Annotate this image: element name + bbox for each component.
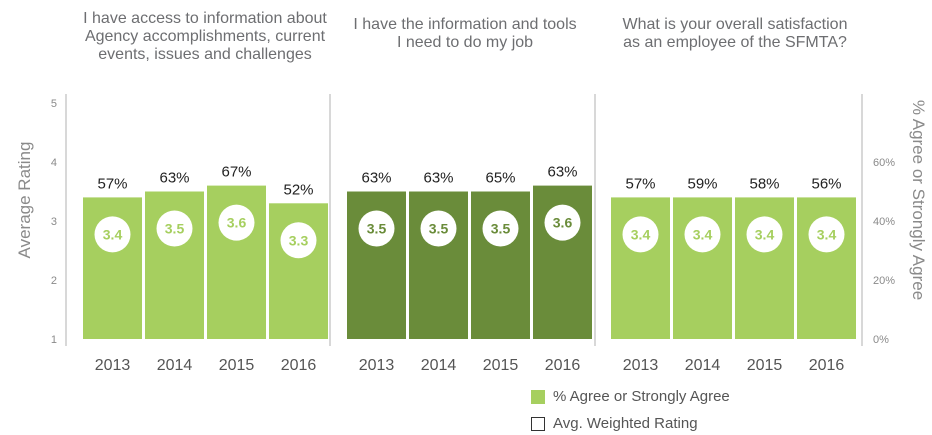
rating-label: 3.5 [491,221,511,237]
percent-label: 52% [283,181,313,198]
left-axis-tick: 1 [51,334,57,346]
x-tick-label: 2014 [421,357,457,374]
x-tick-label: 2013 [623,357,659,374]
rating-circle [94,216,131,253]
right-axis-label: % Agree or Strongly Agree [909,100,928,300]
rating-circle [280,222,317,259]
panel-3-title: What is your overall satisfaction as an … [622,16,848,51]
percent-label: 63% [423,170,453,187]
percent-label: 63% [361,170,391,187]
right-axis-tick: 60% [873,157,895,169]
left-axis-tick: 3 [51,216,57,228]
x-tick-label: 2016 [545,357,581,374]
x-tick-label: 2015 [747,357,783,374]
panel-1-title: I have access to information about Agenc… [83,10,327,63]
rating-label: 3.4 [755,226,775,242]
percent-label: 56% [811,175,841,192]
legend-label-agree: % Agree or Strongly Agree [553,388,730,405]
rating-label: 3.5 [165,221,185,237]
right-axis-tick: 20% [873,275,895,287]
panel-2-title: I have the information and tools I need … [353,16,577,51]
x-tick-label: 2013 [359,357,395,374]
rating-circle [684,216,721,253]
legend-label-rating: Avg. Weighted Rating [553,415,698,432]
x-tick-label: 2014 [157,357,193,374]
rating-circle [358,210,395,247]
rating-circle [420,210,457,247]
legend-swatch-agree [531,389,545,404]
x-tick-label: 2014 [685,357,721,374]
rating-label: 3.3 [289,232,309,248]
x-tick-label: 2015 [483,357,519,374]
legend-swatch-rating [531,416,545,431]
rating-label: 3.4 [817,226,837,242]
percent-label: 67% [221,164,251,181]
x-tick-label: 2016 [809,357,845,374]
rating-label: 3.6 [227,215,247,231]
rating-label: 3.6 [553,215,573,231]
left-axis-tick: 2 [51,275,57,287]
x-tick-label: 2016 [281,357,317,374]
rating-circle [482,210,519,247]
percent-label: 57% [625,175,655,192]
rating-label: 3.5 [367,221,387,237]
right-axis-tick: 40% [873,216,895,228]
rating-circle [544,204,581,241]
percent-label: 57% [97,175,127,192]
rating-circle [622,216,659,253]
rating-label: 3.4 [631,226,651,242]
rating-circle [746,216,783,253]
rating-circle [808,216,845,253]
rating-label: 3.5 [429,221,449,237]
rating-label: 3.4 [693,226,713,242]
rating-circle [218,204,255,241]
legend-item-agree: % Agree or Strongly Agree [531,388,730,405]
x-tick-label: 2013 [95,357,131,374]
right-axis-tick: 0% [873,334,889,346]
percent-label: 63% [159,170,189,187]
percent-label: 59% [687,175,717,192]
left-axis-tick: 4 [51,157,57,169]
percent-label: 65% [485,170,515,187]
x-tick-label: 2015 [219,357,255,374]
left-axis-label: Average Rating [15,142,34,259]
left-axis-tick: 5 [51,98,57,110]
rating-circle [156,210,193,247]
percent-label: 63% [547,164,577,181]
legend-item-rating: Avg. Weighted Rating [531,415,698,432]
rating-label: 3.4 [103,226,123,242]
percent-label: 58% [749,175,779,192]
